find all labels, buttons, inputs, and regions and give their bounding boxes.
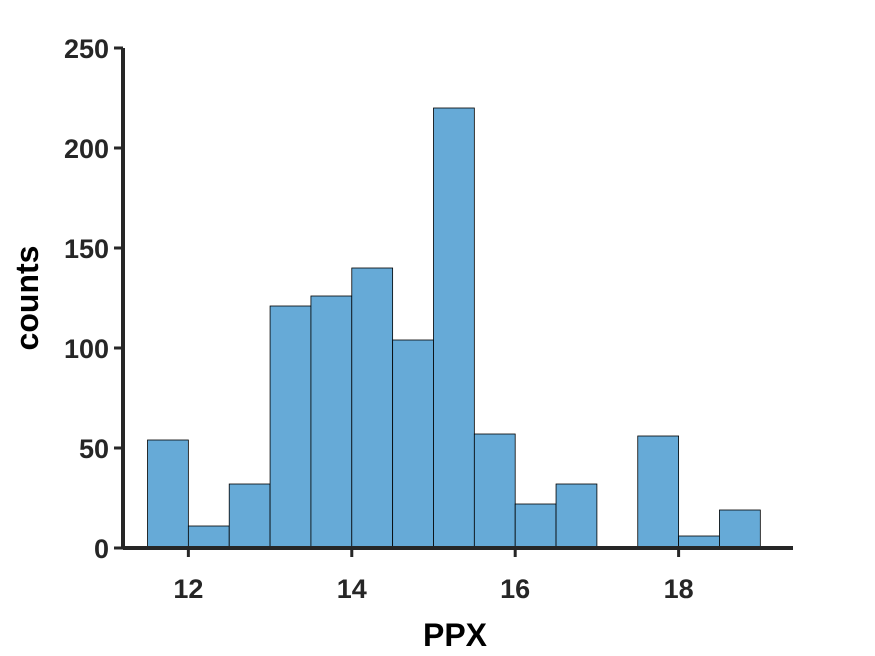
- x-axis-label: PPX: [423, 617, 488, 653]
- bars-group: [147, 107, 761, 549]
- x-tick-label: 14: [337, 574, 367, 604]
- y-tick-label: 200: [64, 134, 109, 164]
- histogram-bar: [433, 107, 475, 549]
- histogram-bar: [473, 433, 516, 549]
- axes-group: [121, 48, 793, 550]
- y-tick-label: 150: [64, 234, 109, 264]
- histogram-bar: [719, 509, 761, 549]
- histogram-bar: [392, 339, 434, 549]
- y-tick-label: 0: [94, 534, 109, 564]
- x-tick-label: 12: [173, 574, 203, 604]
- histogram-bar: [514, 503, 557, 549]
- histogram-bar: [228, 483, 271, 549]
- histogram-bar: [147, 439, 189, 549]
- y-axis-label: counts: [9, 246, 45, 351]
- y-tick-label: 100: [64, 334, 109, 364]
- histogram-bar: [351, 267, 394, 549]
- y-tick-label: 50: [79, 434, 109, 464]
- x-tick-label: 18: [664, 574, 694, 604]
- histogram-bar: [310, 295, 353, 549]
- y-tick-label: 250: [64, 34, 109, 64]
- histogram-bar: [637, 435, 680, 549]
- ticks-group: 12 14 16 18 0 50 100 150 200 250: [64, 34, 694, 604]
- x-tick-label: 16: [500, 574, 530, 604]
- histogram-bar: [187, 525, 230, 549]
- histogram-bar: [555, 483, 598, 549]
- histogram-bar: [269, 305, 312, 549]
